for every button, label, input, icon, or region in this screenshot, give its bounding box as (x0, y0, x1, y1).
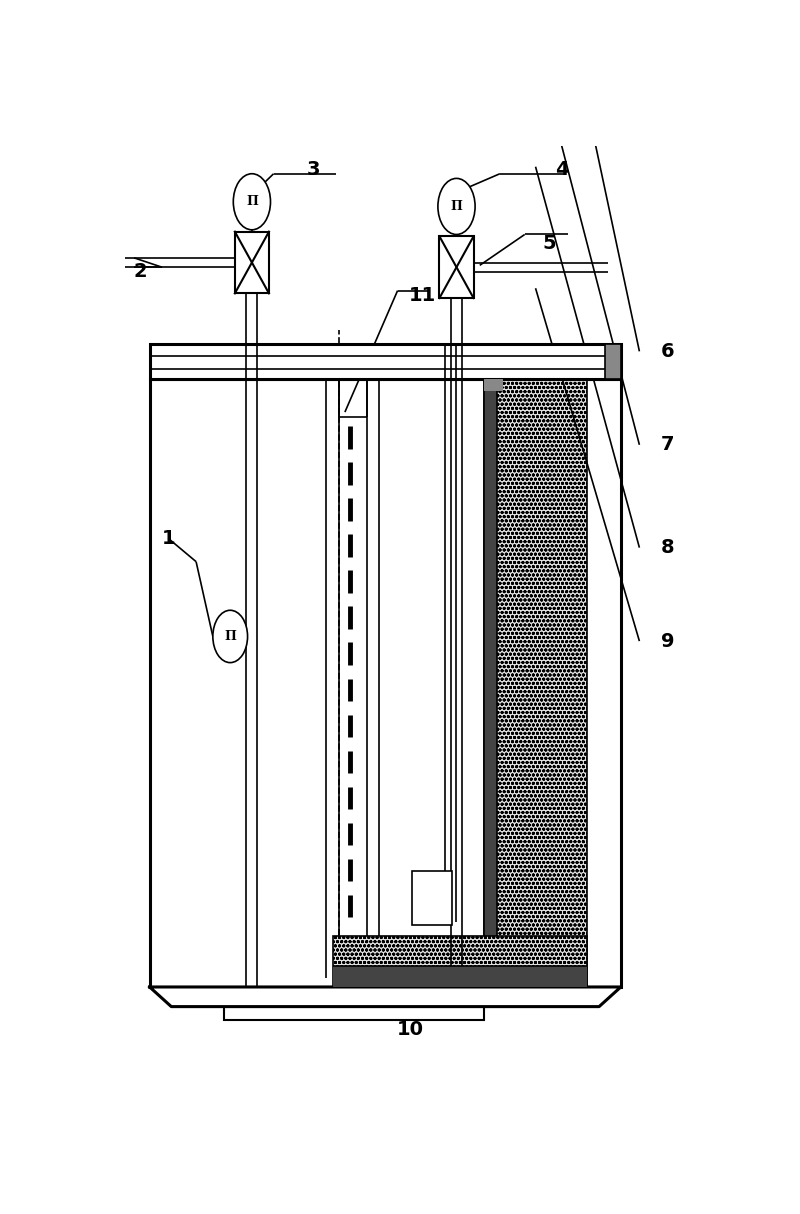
Text: 8: 8 (661, 538, 674, 557)
Text: 6: 6 (661, 342, 674, 361)
Text: 10: 10 (397, 1020, 423, 1038)
Circle shape (213, 611, 247, 663)
Text: П: П (246, 195, 258, 209)
Bar (150, 344, 621, 379)
Bar (333, 966, 586, 987)
Polygon shape (150, 987, 621, 1006)
Bar (439, 237, 474, 299)
Text: 7: 7 (661, 436, 674, 454)
Circle shape (234, 174, 270, 229)
Text: 1: 1 (162, 529, 175, 548)
Circle shape (438, 178, 475, 234)
Bar (485, 380, 503, 391)
Bar (150, 379, 621, 987)
Bar (606, 344, 621, 379)
Bar (333, 936, 586, 987)
Bar (411, 872, 452, 925)
Bar (485, 379, 586, 987)
Text: П: П (224, 630, 236, 643)
Text: 5: 5 (542, 234, 556, 254)
Bar (224, 993, 485, 1020)
Text: 4: 4 (555, 159, 569, 178)
Text: 11: 11 (409, 285, 436, 305)
Bar (485, 379, 497, 987)
Bar (235, 232, 269, 294)
Text: 9: 9 (661, 631, 674, 651)
Text: 3: 3 (307, 159, 321, 178)
Text: П: П (450, 200, 462, 212)
Text: 2: 2 (134, 262, 147, 282)
